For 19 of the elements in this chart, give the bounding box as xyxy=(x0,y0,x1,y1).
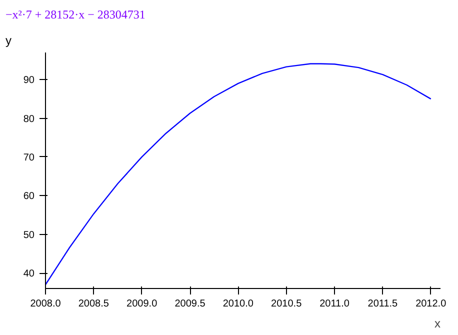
y-tick-label: 50 xyxy=(23,230,35,241)
x-tick-label: 2010.0 xyxy=(222,298,254,310)
y-tick-label: 70 xyxy=(23,152,35,164)
x-tick-label: 2011.5 xyxy=(368,298,398,310)
y-tick-label: 60 xyxy=(23,191,35,202)
x-tick-label: 2010.5 xyxy=(271,298,302,310)
line-series xyxy=(46,63,432,286)
y-tick-label: 80 xyxy=(23,114,35,125)
x-tick-label: 2008.0 xyxy=(30,298,62,310)
y-axis-title: y xyxy=(6,34,12,48)
x-axis-title: x xyxy=(434,316,440,330)
y-tick-label: 40 xyxy=(23,268,35,280)
y-tick-label: 90 xyxy=(23,75,35,86)
x-tick-label: 2009.0 xyxy=(126,298,158,310)
x-tick-label: 2012.0 xyxy=(416,298,447,310)
x-tick-label: 2008.5 xyxy=(78,298,110,310)
chart-title: −x²·7 + 28152·x − 28304731 xyxy=(6,8,146,22)
x-tick-label: 2009.5 xyxy=(174,298,206,310)
x-tick-label: 2011.0 xyxy=(320,298,350,310)
